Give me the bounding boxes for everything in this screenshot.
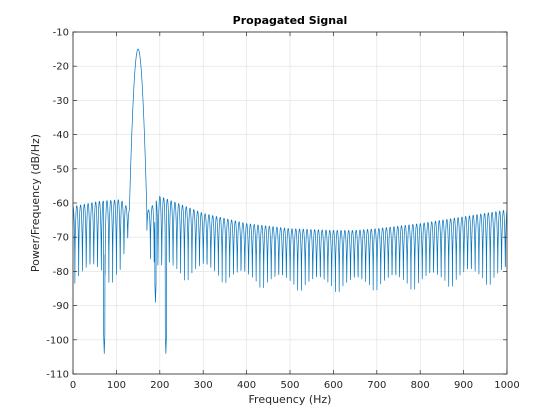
x-tick-label: 200 — [150, 380, 169, 391]
y-tick-label: -80 — [53, 267, 69, 278]
series-layer — [72, 48, 508, 354]
y-tick-label: -90 — [53, 301, 69, 312]
x-tick-label: 100 — [107, 380, 126, 391]
x-tick-label: 500 — [280, 380, 299, 391]
y-tick-label: -50 — [53, 164, 69, 175]
x-tick-label: 700 — [367, 380, 386, 391]
y-tick-label: -30 — [53, 96, 69, 107]
x-tick-label: 600 — [324, 380, 343, 391]
y-tick-label: -110 — [46, 370, 69, 381]
x-tick-label: 300 — [194, 380, 213, 391]
y-tick-label: -20 — [53, 62, 69, 73]
chart-title: Propagated Signal — [233, 14, 348, 27]
x-axis-label: Frequency (Hz) — [249, 393, 332, 406]
x-tick-label: 900 — [454, 380, 473, 391]
series-line — [72, 48, 508, 354]
y-axis-label: Power/Frequency (dB/Hz) — [29, 134, 42, 272]
y-tick-label: -70 — [53, 233, 69, 244]
x-tick-label: 0 — [70, 380, 76, 391]
y-tick-label: -10 — [53, 28, 69, 39]
y-tick-label: -40 — [53, 130, 69, 141]
y-tick-label: -60 — [53, 199, 69, 210]
x-tick-label: 800 — [411, 380, 430, 391]
x-tick-label: 400 — [237, 380, 256, 391]
x-tick-label: 1000 — [494, 380, 519, 391]
axis-ticks: 0 100 200 300 400 500 600 700 800 900 1000 -110 -100… — [46, 28, 519, 392]
y-tick-label: -100 — [46, 335, 69, 346]
